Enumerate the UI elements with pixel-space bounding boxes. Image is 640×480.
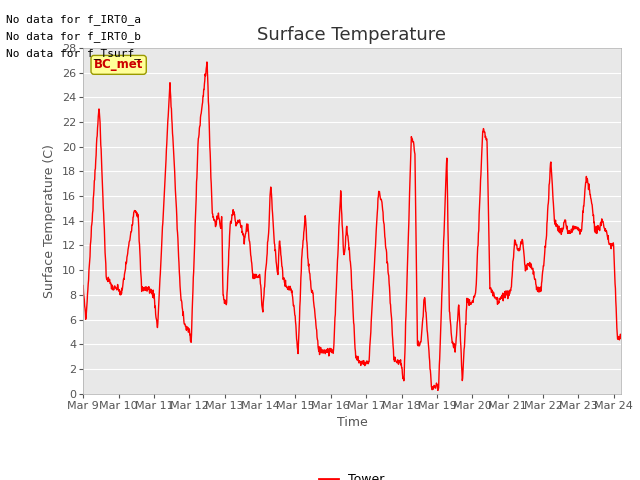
Text: No data for f_Tsurf_: No data for f_Tsurf_ [6,48,141,59]
Title: Surface Temperature: Surface Temperature [257,25,447,44]
Text: BC_met: BC_met [94,59,143,72]
Legend: Tower: Tower [314,468,390,480]
Text: No data for f_IRT0_a: No data for f_IRT0_a [6,14,141,25]
Y-axis label: Surface Temperature (C): Surface Temperature (C) [44,144,56,298]
Text: No data for f_IRT0_b: No data for f_IRT0_b [6,31,141,42]
X-axis label: Time: Time [337,416,367,429]
